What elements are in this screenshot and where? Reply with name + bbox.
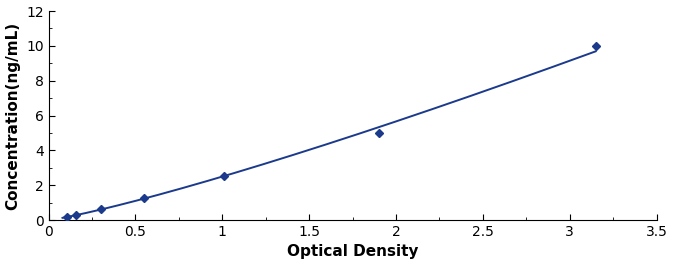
X-axis label: Optical Density: Optical Density [287, 244, 419, 259]
Y-axis label: Concentration(ng/mL): Concentration(ng/mL) [5, 21, 21, 210]
